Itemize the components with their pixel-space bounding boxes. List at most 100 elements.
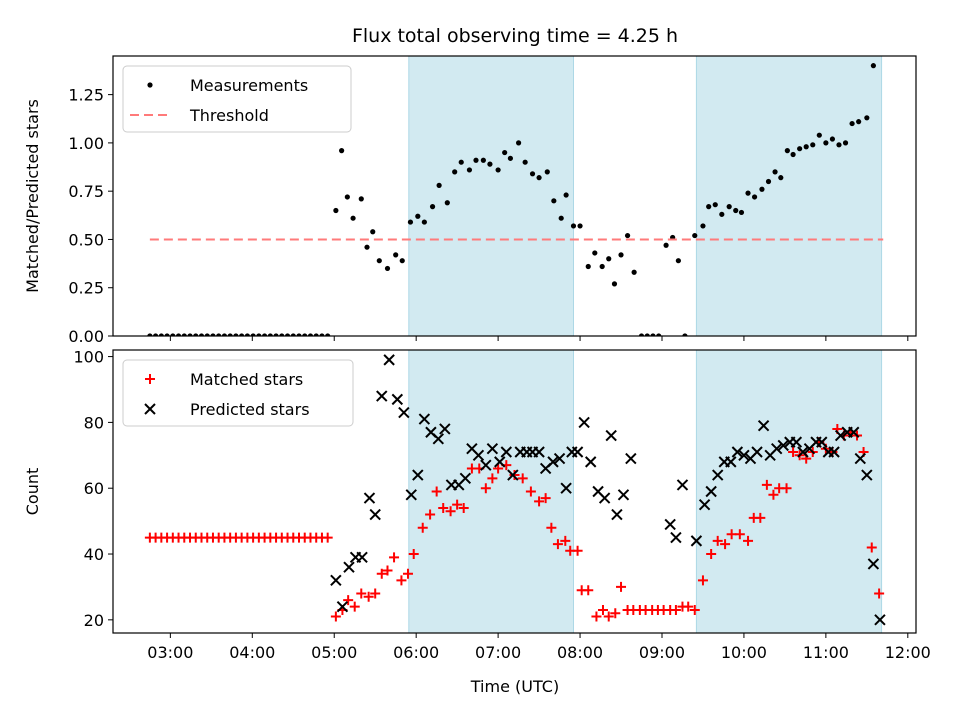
measurements-point (421, 219, 427, 225)
legend-box (122, 65, 352, 133)
measurements-point (803, 144, 809, 150)
predicted-stars-point (356, 551, 368, 564)
legend-marker (147, 82, 153, 88)
measurements-point (313, 333, 319, 336)
predicted-stars-point (507, 469, 519, 481)
measurements-point (797, 146, 803, 152)
predicted-stars-point (336, 600, 349, 613)
predicted-stars-point (391, 393, 404, 406)
matched-stars-point (781, 483, 792, 494)
measurements-point (233, 333, 239, 336)
observing-window-band (408, 56, 574, 336)
matched-stars-point (363, 591, 374, 602)
measurements-point (507, 155, 514, 161)
predicted-stars-point (625, 452, 637, 465)
measurements-point (370, 229, 376, 235)
measurements-point (325, 333, 331, 336)
measurements-point (563, 192, 569, 198)
x-tick-label: 08:00 (557, 643, 603, 662)
predicted-stars-point (690, 535, 703, 547)
matched-stars-point (616, 581, 627, 592)
matched-stars-point (445, 506, 456, 517)
matched-stars-point (866, 542, 877, 553)
matched-stars-point (487, 473, 498, 484)
measurements-point (487, 161, 493, 167)
measurements-point (429, 204, 436, 210)
measurements-point (216, 333, 222, 336)
x-tick-label: 03:00 (147, 643, 193, 662)
matched-stars-point (431, 486, 442, 497)
measurements-point (765, 178, 772, 185)
predicted-stars-point (816, 436, 828, 448)
matched-stars-point (552, 539, 563, 550)
matched-stars-point (480, 483, 491, 494)
matched-stars-point (525, 486, 536, 497)
x-axis-label: Time (UTC) (470, 677, 559, 696)
measurements-point (842, 140, 849, 146)
measurements-point (675, 258, 681, 264)
predicted-stars-point (578, 416, 590, 429)
matched-stars-point (591, 611, 602, 622)
matched-stars-point (493, 463, 504, 474)
measurements-point (267, 333, 273, 336)
predicted-stars-point (405, 489, 417, 501)
matched-stars-point (517, 473, 528, 484)
measurements-point (193, 333, 199, 336)
predicted-stars-point (547, 456, 559, 468)
x-tick-label: 07:00 (475, 643, 521, 662)
matched-stars-point (706, 549, 717, 560)
predicted-stars-point (439, 423, 451, 435)
measurements-point (376, 258, 382, 264)
predicted-stars-point (834, 429, 847, 442)
measurements-point (399, 258, 405, 264)
measurements-point (296, 333, 302, 336)
measurements-point (333, 207, 339, 214)
matched-stars-point (697, 575, 708, 586)
predicted-stars-point (500, 446, 513, 458)
measurements-point (307, 333, 314, 336)
predicted-stars-point (412, 469, 424, 481)
measurements-point (522, 159, 528, 165)
matched-stars-point (560, 535, 571, 546)
measurements-point (836, 142, 842, 148)
measurements-point (544, 169, 550, 175)
predicted-stars-point (751, 446, 763, 458)
x-tick-label: 04:00 (229, 643, 275, 662)
matched-stars-point (343, 595, 354, 606)
predicted-stars-point (698, 498, 711, 511)
predicted-stars-point (797, 446, 809, 458)
matched-stars-point (610, 608, 621, 619)
observing-window-band (695, 350, 883, 633)
predicted-stars-point (432, 433, 445, 445)
measurements-point (480, 157, 486, 163)
matched-stars-point (376, 568, 387, 579)
y-axis-label: Count (23, 468, 42, 516)
chart-title: Flux total observing time = 4.25 h (352, 25, 678, 47)
x-tick-label: 06:00 (393, 643, 439, 662)
measurements-point (585, 263, 591, 270)
predicted-stars-point (725, 456, 737, 468)
predicted-stars-point (571, 446, 584, 458)
measurements-point (153, 333, 159, 336)
matched-stars-point (458, 502, 469, 513)
measurements-point (870, 63, 876, 69)
matched-stars-point (572, 545, 583, 556)
y-tick-label: 100 (73, 348, 104, 367)
x-tick-label: 05:00 (311, 643, 357, 662)
predicted-stars-point (486, 443, 499, 455)
measurements-point (599, 263, 605, 270)
y-axis-label: Matched/Predicted stars (23, 99, 42, 293)
predicted-stars-point (867, 558, 880, 570)
measurements-point (290, 333, 296, 336)
measurements-point (466, 167, 473, 173)
measurements-point (810, 142, 816, 148)
measurements-point (784, 148, 790, 154)
measurements-point (384, 265, 391, 272)
predicted-stars-point (584, 456, 597, 468)
measurements-point (436, 182, 442, 188)
x-tick-label: 10:00 (721, 643, 767, 662)
measurements-point (273, 333, 279, 336)
matched-stars-point (509, 470, 520, 481)
measurements-point (759, 186, 765, 192)
